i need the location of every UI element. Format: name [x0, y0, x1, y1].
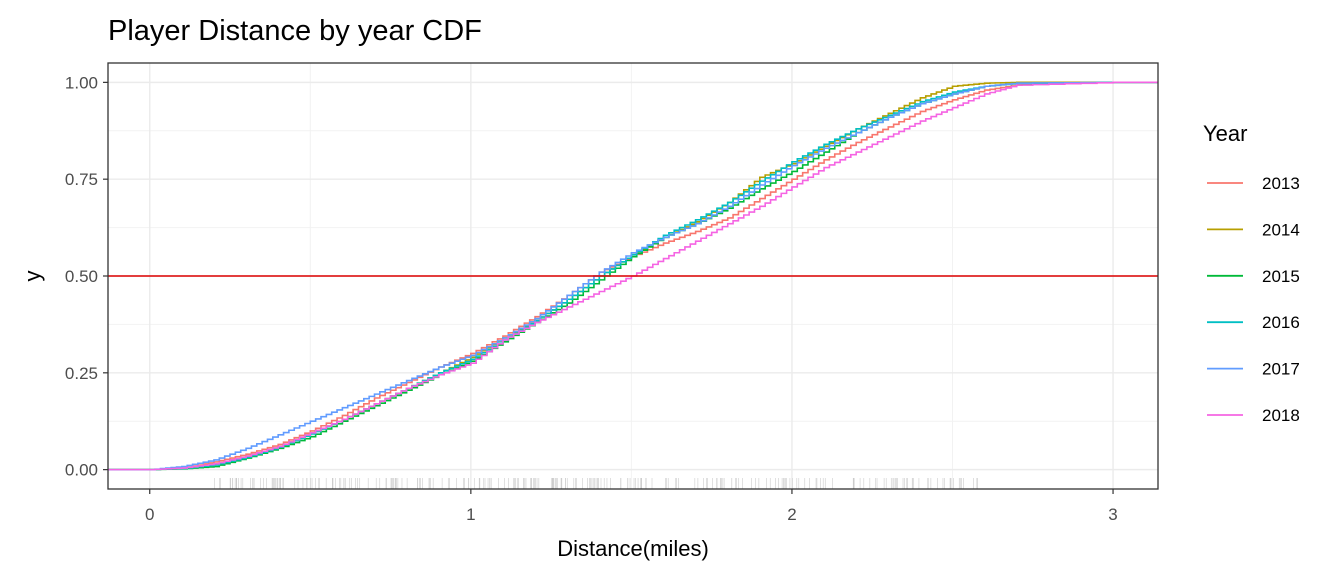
- x-axis-ticks: 0 1 2 3: [145, 489, 1118, 524]
- legend-item-2013: 2013: [1207, 174, 1300, 193]
- y-tick-label: 0.75: [65, 170, 98, 189]
- y-tick-label: 0.50: [65, 267, 98, 286]
- series-line-2017: [108, 81, 1158, 471]
- legend-item-2018: 2018: [1207, 406, 1300, 425]
- legend-item-2014: 2014: [1207, 220, 1300, 239]
- x-axis-title: Distance(miles): [557, 536, 709, 561]
- legend-label: 2013: [1262, 174, 1300, 193]
- rug-marks: [214, 478, 978, 489]
- legend-title: Year: [1203, 121, 1247, 146]
- y-tick-label: 1.00: [65, 73, 98, 92]
- y-tick-label: 0.25: [65, 364, 98, 383]
- legend-item-2015: 2015: [1207, 267, 1300, 286]
- legend-item-2017: 2017: [1207, 360, 1300, 379]
- y-axis-title: y: [20, 271, 45, 282]
- legend-label: 2016: [1262, 313, 1300, 332]
- legend-item-2016: 2016: [1207, 313, 1300, 332]
- y-tick-label: 0.00: [65, 461, 98, 480]
- legend: Year 2013 2014 2015 2016 2017 2018: [1203, 121, 1300, 425]
- series-line-2018: [108, 81, 1158, 471]
- y-axis-ticks: 0.00 0.25 0.50 0.75 1.00: [65, 73, 108, 480]
- legend-items: 2013 2014 2015 2016 2017 2018: [1207, 174, 1300, 425]
- legend-label: 2014: [1262, 220, 1300, 239]
- legend-label: 2015: [1262, 267, 1300, 286]
- x-tick-label: 1: [466, 505, 475, 524]
- legend-label: 2018: [1262, 406, 1300, 425]
- chart-title: Player Distance by year CDF: [108, 15, 482, 47]
- x-tick-label: 2: [787, 505, 796, 524]
- x-tick-label: 0: [145, 505, 154, 524]
- x-tick-label: 3: [1108, 505, 1117, 524]
- legend-label: 2017: [1262, 360, 1300, 379]
